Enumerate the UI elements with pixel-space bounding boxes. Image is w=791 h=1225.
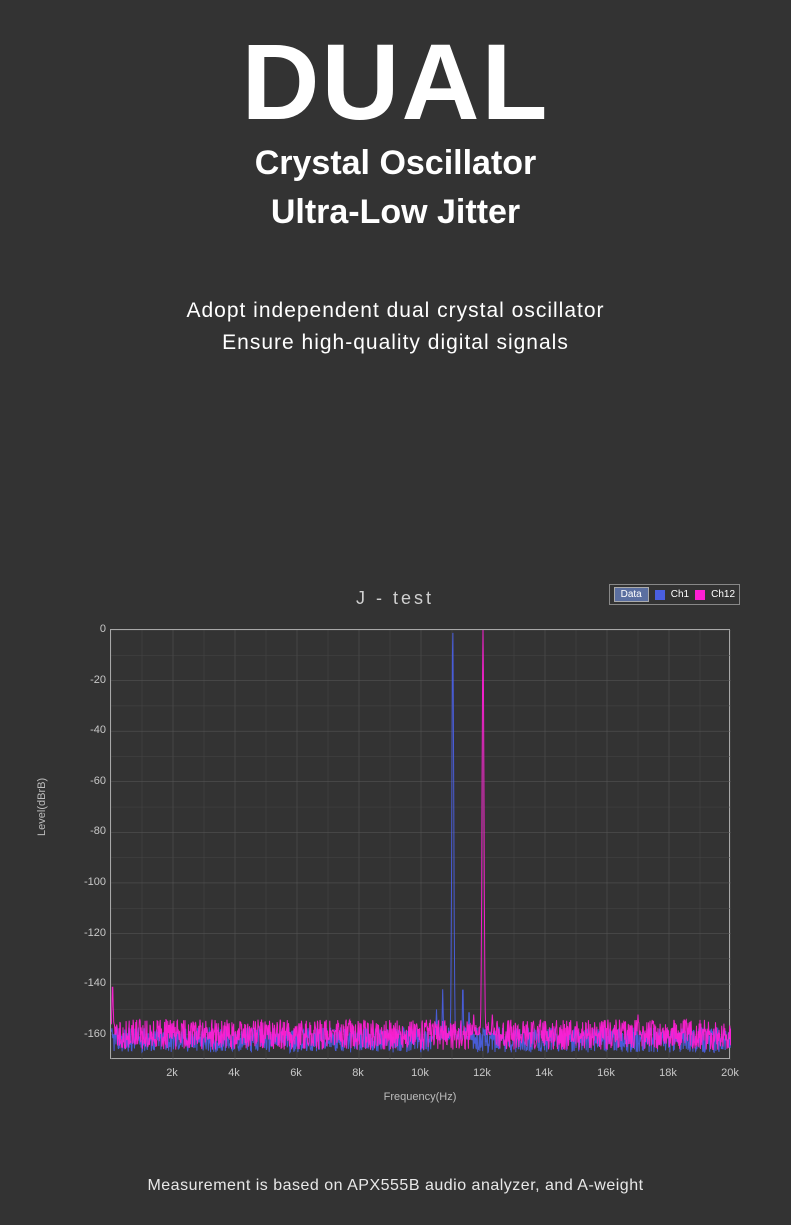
hero: DUAL Crystal Oscillator Ultra-Low Jitter xyxy=(0,0,791,233)
body-copy: Adopt independent dual crystal oscillato… xyxy=(0,295,791,358)
y-tick: -40 xyxy=(66,724,106,736)
footnote: Measurement is based on APX555B audio an… xyxy=(0,1177,791,1195)
x-tick: 2k xyxy=(166,1067,178,1079)
body-line-1: Adopt independent dual crystal oscillato… xyxy=(0,295,791,327)
chart-legend: Data Ch1 Ch12 xyxy=(609,584,740,605)
chart: J - test Data Ch1 Ch12 Level(dBrB) Frequ… xyxy=(50,588,740,1099)
legend-label-ch1: Ch1 xyxy=(671,589,689,600)
y-tick: -160 xyxy=(66,1028,106,1040)
hero-title: DUAL xyxy=(0,28,791,136)
x-axis-label: Frequency(Hz) xyxy=(110,1091,730,1103)
x-tick: 10k xyxy=(411,1067,429,1079)
y-tick: -60 xyxy=(66,775,106,787)
x-tick: 18k xyxy=(659,1067,677,1079)
y-tick: -120 xyxy=(66,927,106,939)
y-tick: -80 xyxy=(66,825,106,837)
y-tick: -20 xyxy=(66,674,106,686)
plot-area: Level(dBrB) Frequency(Hz) 0-20-40-60-80-… xyxy=(50,619,740,1099)
legend-data-label: Data xyxy=(614,587,649,602)
x-tick: 4k xyxy=(228,1067,240,1079)
x-tick: 12k xyxy=(473,1067,491,1079)
legend-swatch-ch1 xyxy=(655,590,665,600)
legend-label-ch12: Ch12 xyxy=(711,589,735,600)
body-line-2: Ensure high-quality digital signals xyxy=(0,327,791,359)
x-tick: 6k xyxy=(290,1067,302,1079)
y-tick: -100 xyxy=(66,876,106,888)
hero-subtitle-1: Crystal Oscillator xyxy=(0,142,791,185)
x-tick: 20k xyxy=(721,1067,739,1079)
x-tick: 14k xyxy=(535,1067,553,1079)
y-tick: 0 xyxy=(66,623,106,635)
y-axis-label: Level(dBrB) xyxy=(36,778,48,836)
x-tick: 8k xyxy=(352,1067,364,1079)
x-tick: 16k xyxy=(597,1067,615,1079)
legend-swatch-ch12 xyxy=(695,590,705,600)
plot-canvas xyxy=(110,629,730,1059)
hero-subtitle-2: Ultra-Low Jitter xyxy=(0,191,791,234)
y-tick: -140 xyxy=(66,977,106,989)
